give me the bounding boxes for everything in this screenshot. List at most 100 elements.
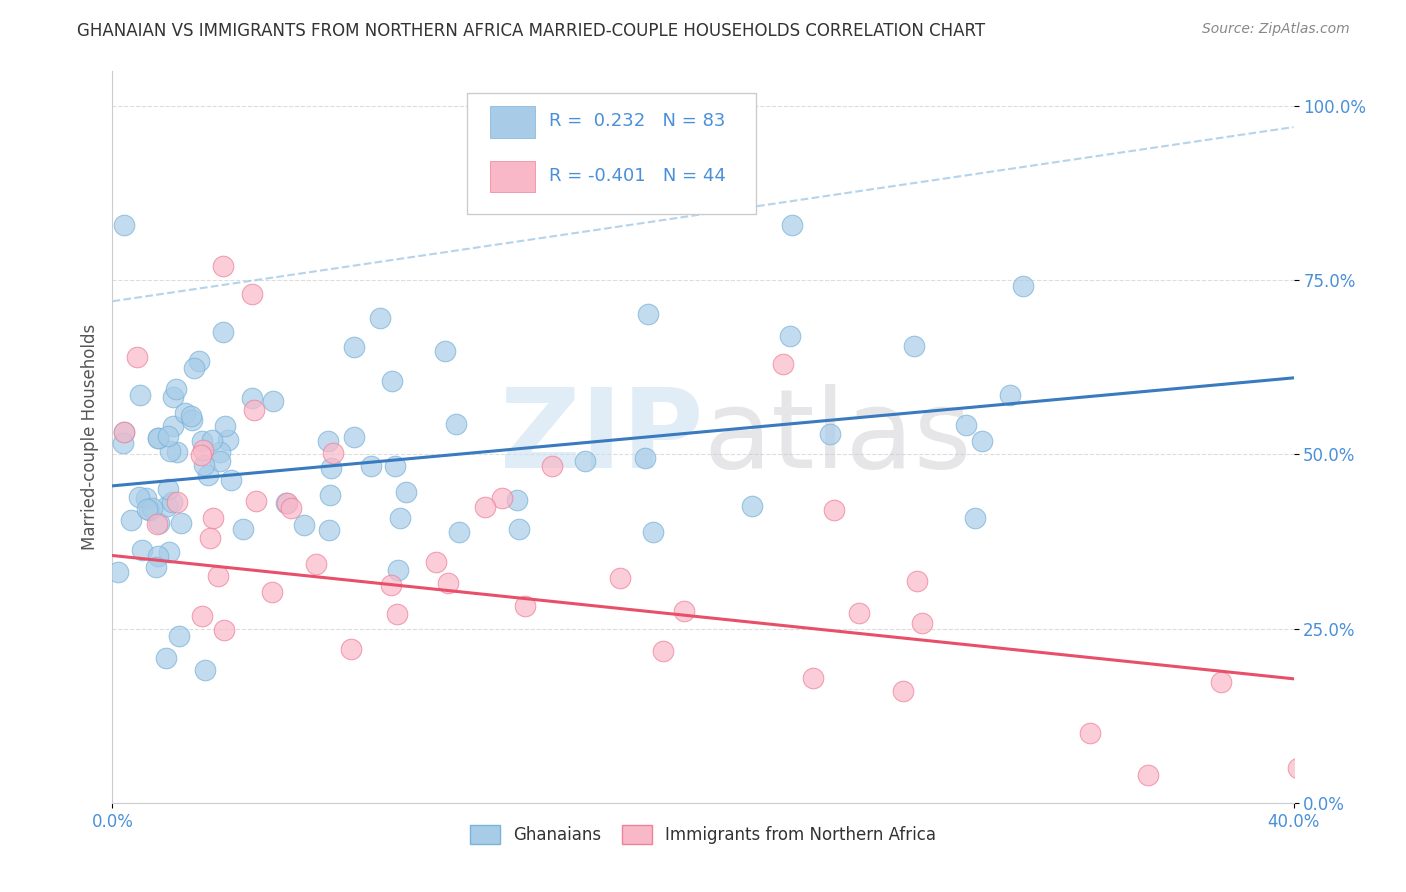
Point — [180, 409, 202, 423]
Point — [574, 453, 596, 467]
Point — [276, 496, 298, 510]
Point — [156, 482, 179, 496]
Point — [651, 643, 673, 657]
Bar — [491, 106, 536, 138]
Point — [156, 499, 179, 513]
Point — [343, 430, 366, 444]
Text: R =  0.232   N = 83: R = 0.232 N = 83 — [550, 112, 725, 130]
Text: R = -0.401   N = 44: R = -0.401 N = 44 — [550, 167, 727, 185]
Point — [370, 311, 392, 326]
Point — [242, 392, 264, 406]
Point — [385, 607, 408, 622]
Point — [280, 501, 302, 516]
Point — [242, 403, 264, 417]
Point — [387, 563, 409, 577]
Point — [304, 557, 326, 571]
Point — [209, 454, 232, 468]
Point — [447, 524, 470, 539]
Point — [200, 531, 222, 545]
Point — [508, 522, 530, 536]
Point — [474, 500, 496, 514]
Point — [190, 448, 212, 462]
Point — [801, 671, 824, 685]
Point — [318, 523, 340, 537]
Point — [1209, 675, 1232, 690]
Point — [741, 499, 763, 513]
Point — [136, 502, 159, 516]
Point — [292, 518, 315, 533]
Point — [146, 517, 169, 532]
Point — [141, 500, 163, 515]
Point — [211, 325, 233, 339]
Point — [191, 443, 214, 458]
Point — [779, 328, 801, 343]
Point — [193, 458, 215, 472]
Point — [146, 431, 169, 445]
Point — [157, 429, 180, 443]
Point — [173, 407, 195, 421]
Point — [672, 604, 695, 618]
Point — [541, 458, 564, 473]
Text: atlas: atlas — [703, 384, 972, 491]
Point — [187, 354, 209, 368]
FancyBboxPatch shape — [467, 94, 756, 214]
Point — [1011, 279, 1033, 293]
Point — [146, 431, 169, 445]
Point — [240, 287, 263, 301]
Point — [384, 459, 406, 474]
Point — [212, 623, 235, 637]
Point — [157, 545, 180, 559]
Point — [207, 569, 229, 583]
Point — [643, 525, 665, 540]
Point — [201, 433, 224, 447]
Point — [214, 419, 236, 434]
Point — [181, 413, 204, 427]
Point — [491, 491, 513, 505]
Point — [120, 513, 142, 527]
Point — [170, 516, 193, 531]
Point — [637, 307, 659, 321]
Point — [125, 350, 148, 364]
Point — [276, 495, 298, 509]
Point — [183, 361, 205, 376]
Point — [209, 444, 232, 458]
Point — [437, 575, 460, 590]
Point — [131, 542, 153, 557]
Point — [112, 425, 135, 439]
Point — [145, 559, 167, 574]
Point — [772, 357, 794, 371]
Point — [129, 388, 152, 402]
Point — [194, 664, 217, 678]
Point — [112, 218, 135, 232]
Point — [148, 549, 170, 563]
Point — [166, 495, 188, 509]
Legend: Ghanaians, Immigrants from Northern Africa: Ghanaians, Immigrants from Northern Afri… — [465, 820, 941, 849]
Point — [1286, 761, 1309, 775]
Point — [848, 606, 870, 620]
Point — [232, 522, 254, 536]
Point — [138, 503, 160, 517]
Point — [148, 516, 170, 530]
Point — [506, 493, 529, 508]
Point — [135, 491, 157, 506]
Point — [911, 616, 934, 631]
Point — [319, 488, 342, 502]
Point — [322, 446, 344, 460]
Point — [343, 340, 366, 354]
Point — [190, 608, 212, 623]
Point — [905, 574, 928, 589]
Point — [633, 451, 655, 466]
Point — [162, 419, 184, 434]
Point — [782, 219, 804, 233]
Point — [112, 435, 135, 450]
Point — [107, 565, 129, 579]
Point — [972, 434, 994, 449]
Text: ZIP: ZIP — [499, 384, 703, 491]
Point — [1303, 768, 1326, 782]
Point — [321, 461, 343, 475]
Point — [316, 434, 339, 448]
Point — [818, 426, 841, 441]
Point — [128, 491, 150, 505]
Point — [389, 511, 412, 525]
Y-axis label: Married-couple Households: Married-couple Households — [80, 324, 98, 550]
